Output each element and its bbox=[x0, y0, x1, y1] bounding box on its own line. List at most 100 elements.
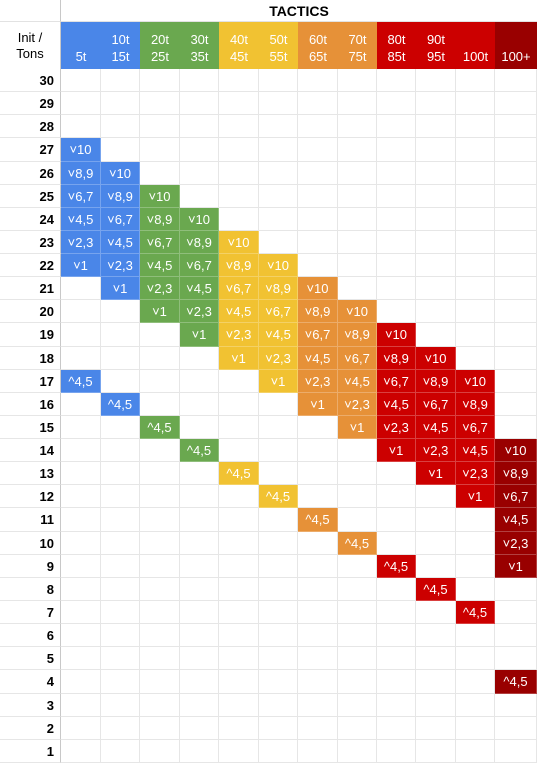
grid-cell[interactable] bbox=[377, 138, 416, 162]
grid-cell[interactable] bbox=[180, 369, 219, 393]
grid-cell[interactable] bbox=[259, 69, 298, 93]
grid-cell[interactable] bbox=[259, 462, 298, 486]
tactic-cell[interactable]: ˅4,5 bbox=[219, 300, 259, 324]
grid-cell[interactable] bbox=[456, 300, 495, 324]
grid-cell[interactable] bbox=[140, 577, 180, 601]
grid-cell[interactable] bbox=[416, 277, 456, 301]
grid-cell[interactable] bbox=[495, 207, 537, 231]
grid-cell[interactable] bbox=[180, 69, 219, 93]
grid-cell[interactable] bbox=[259, 624, 298, 648]
tactic-cell[interactable]: ˅6,7 bbox=[456, 415, 495, 440]
grid-cell[interactable] bbox=[298, 693, 338, 717]
row-label[interactable]: 15 bbox=[0, 415, 61, 440]
tactic-cell[interactable]: ˅8,9 bbox=[338, 323, 377, 347]
grid-cell[interactable] bbox=[338, 92, 377, 116]
grid-cell[interactable] bbox=[416, 207, 456, 231]
grid-cell[interactable] bbox=[219, 184, 259, 208]
grid-cell[interactable] bbox=[495, 277, 537, 301]
grid-cell[interactable] bbox=[377, 647, 416, 671]
tactic-cell[interactable]: ˅1 bbox=[101, 277, 140, 301]
grid-cell[interactable] bbox=[377, 184, 416, 208]
grid-cell[interactable] bbox=[140, 346, 180, 370]
tactic-cell[interactable]: ˅6,7 bbox=[219, 277, 259, 301]
tactic-cell[interactable]: ˅6,7 bbox=[298, 323, 338, 347]
grid-cell[interactable] bbox=[495, 415, 537, 440]
grid-cell[interactable] bbox=[61, 415, 101, 440]
grid-cell[interactable] bbox=[180, 161, 219, 185]
grid-cell[interactable] bbox=[259, 138, 298, 162]
grid-cell[interactable] bbox=[495, 577, 537, 601]
grid-cell[interactable] bbox=[219, 647, 259, 671]
grid-cell[interactable] bbox=[298, 647, 338, 671]
grid-cell[interactable] bbox=[61, 670, 101, 694]
grid-cell[interactable] bbox=[180, 92, 219, 116]
grid-cell[interactable] bbox=[101, 647, 140, 671]
grid-cell[interactable] bbox=[377, 485, 416, 509]
grid-cell[interactable] bbox=[259, 439, 298, 463]
grid-cell[interactable] bbox=[456, 138, 495, 162]
grid-cell[interactable] bbox=[298, 577, 338, 601]
tactic-cell[interactable]: ˅10 bbox=[456, 369, 495, 393]
grid-cell[interactable] bbox=[61, 531, 101, 555]
tactic-cell[interactable]: ˅8,9 bbox=[180, 230, 219, 255]
tactic-cell[interactable]: ^4,5 bbox=[298, 508, 338, 532]
grid-cell[interactable] bbox=[259, 508, 298, 532]
grid-cell[interactable] bbox=[377, 92, 416, 116]
grid-cell[interactable] bbox=[377, 300, 416, 324]
grid-cell[interactable] bbox=[338, 207, 377, 231]
grid-cell[interactable] bbox=[180, 392, 219, 416]
grid-cell[interactable] bbox=[180, 115, 219, 139]
grid-cell[interactable] bbox=[259, 392, 298, 416]
tactic-cell[interactable]: ˅8,9 bbox=[298, 300, 338, 324]
grid-cell[interactable] bbox=[101, 554, 140, 578]
grid-cell[interactable] bbox=[377, 230, 416, 255]
grid-cell[interactable] bbox=[416, 670, 456, 694]
tactic-cell[interactable]: ˅2,3 bbox=[456, 462, 495, 486]
grid-cell[interactable] bbox=[219, 115, 259, 139]
grid-cell[interactable] bbox=[101, 600, 140, 625]
grid-cell[interactable] bbox=[495, 115, 537, 139]
grid-cell[interactable] bbox=[140, 485, 180, 509]
grid-cell[interactable] bbox=[298, 161, 338, 185]
grid-cell[interactable] bbox=[456, 508, 495, 532]
grid-cell[interactable] bbox=[298, 485, 338, 509]
tactic-cell[interactable]: ˅4,5 bbox=[61, 207, 101, 231]
grid-cell[interactable] bbox=[140, 647, 180, 671]
row-label[interactable]: 6 bbox=[0, 624, 61, 648]
grid-cell[interactable] bbox=[101, 693, 140, 717]
grid-cell[interactable] bbox=[338, 600, 377, 625]
grid-cell[interactable] bbox=[140, 439, 180, 463]
grid-cell[interactable] bbox=[180, 462, 219, 486]
tactic-cell[interactable]: ˅1 bbox=[416, 462, 456, 486]
grid-cell[interactable] bbox=[180, 693, 219, 717]
grid-cell[interactable] bbox=[259, 647, 298, 671]
grid-cell[interactable] bbox=[259, 670, 298, 694]
grid-cell[interactable] bbox=[456, 115, 495, 139]
grid-cell[interactable] bbox=[219, 508, 259, 532]
grid-cell[interactable] bbox=[377, 161, 416, 185]
grid-cell[interactable] bbox=[456, 277, 495, 301]
grid-cell[interactable] bbox=[416, 647, 456, 671]
grid-cell[interactable] bbox=[338, 254, 377, 278]
column-header[interactable]: 30t 35t bbox=[180, 22, 219, 69]
grid-cell[interactable] bbox=[61, 716, 101, 740]
grid-cell[interactable] bbox=[416, 115, 456, 139]
grid-cell[interactable] bbox=[495, 716, 537, 740]
grid-cell[interactable] bbox=[416, 624, 456, 648]
grid-cell[interactable] bbox=[495, 184, 537, 208]
grid-cell[interactable] bbox=[495, 92, 537, 116]
grid-cell[interactable] bbox=[101, 508, 140, 532]
row-label[interactable]: 17 bbox=[0, 369, 61, 393]
grid-cell[interactable] bbox=[298, 69, 338, 93]
tactic-cell[interactable]: ˅6,7 bbox=[259, 300, 298, 324]
tactic-cell[interactable]: ˅2,3 bbox=[416, 439, 456, 463]
tactic-cell[interactable]: ˅4,5 bbox=[140, 254, 180, 278]
column-header[interactable]: 5t bbox=[61, 22, 101, 69]
grid-cell[interactable] bbox=[338, 554, 377, 578]
grid-cell[interactable] bbox=[219, 554, 259, 578]
row-label[interactable]: 29 bbox=[0, 92, 61, 116]
grid-cell[interactable] bbox=[338, 69, 377, 93]
row-label[interactable]: 26 bbox=[0, 161, 61, 185]
tactic-cell[interactable]: ˅4,5 bbox=[338, 369, 377, 393]
grid-cell[interactable] bbox=[495, 230, 537, 255]
